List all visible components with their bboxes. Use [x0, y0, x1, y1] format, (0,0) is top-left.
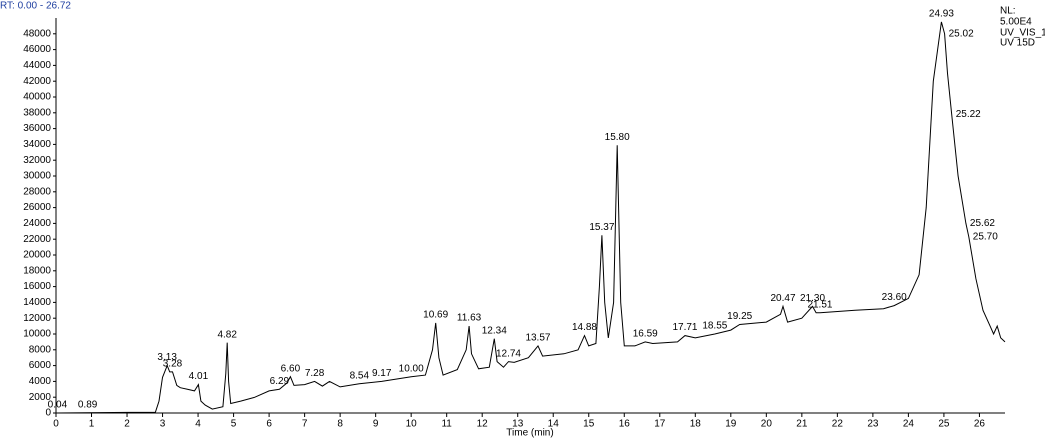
x-tick-label: 3 [160, 419, 166, 430]
peak-label: 25.02 [949, 28, 974, 39]
y-tick-label: 42000 [23, 76, 51, 87]
x-tick-label: 10 [406, 419, 418, 430]
peak-label: 8.54 [350, 370, 370, 381]
peak-label: 16.59 [633, 329, 658, 340]
peak-label: 11.63 [457, 313, 482, 324]
y-tick-label: 38000 [23, 107, 51, 118]
rt-range: RT: 0.00 - 26.72 [0, 1, 71, 12]
x-tick-label: 24 [903, 419, 915, 430]
x-tick-label: 5 [231, 419, 237, 430]
y-tick-label: 14000 [23, 297, 51, 308]
peak-label: 24.93 [929, 9, 954, 20]
peak-label: 15.37 [589, 222, 614, 233]
peak-label: 0.89 [78, 400, 98, 411]
y-tick-label: 28000 [23, 186, 51, 197]
x-tick-label: 18 [690, 419, 702, 430]
peak-label: 20.47 [771, 293, 796, 304]
x-tick-label: 2 [124, 419, 130, 430]
y-tick-label: 4000 [29, 376, 52, 387]
y-tick-label: 30000 [23, 171, 51, 182]
y-tick-label: 36000 [23, 123, 51, 134]
x-tick-label: 19 [725, 419, 737, 430]
y-tick-label: 32000 [23, 155, 51, 166]
x-tick-label: 6 [266, 419, 272, 430]
nl-value: 5.00E4 [1000, 17, 1032, 28]
peak-label: 6.29 [270, 376, 290, 387]
trace [55, 21, 1006, 414]
x-tick-label: 14 [548, 419, 560, 430]
nl-label: NL: [1000, 6, 1016, 17]
x-tick-label: 26 [974, 419, 986, 430]
peak-label: 18.55 [702, 321, 727, 332]
x-tick-label: 22 [832, 419, 844, 430]
peak-label: 13.57 [525, 332, 550, 343]
x-tick-label: 1 [89, 419, 95, 430]
peak-label: 23.60 [882, 292, 907, 303]
peak-label: 10.69 [423, 310, 448, 321]
peak-label: 0.04 [48, 400, 68, 411]
peak-label: 25.62 [970, 218, 995, 229]
peak-label: 17.71 [672, 322, 697, 333]
y-tick-label: 22000 [23, 234, 51, 245]
y-tick-label: 10000 [23, 329, 51, 340]
peak-label: 21.30 [800, 293, 825, 304]
y-tick-label: 24000 [23, 218, 51, 229]
x-tick-label: 25 [938, 419, 950, 430]
y-tick-label: 12000 [23, 313, 51, 324]
x-tick-label: 23 [867, 419, 879, 430]
peak-label: 25.70 [973, 231, 998, 242]
y-tick-label: 46000 [23, 44, 51, 55]
peak-label: 21.51 [807, 299, 832, 310]
peak-label: 4.01 [189, 371, 209, 382]
y-tick-label: 40000 [23, 92, 51, 103]
x-tick-label: 12 [477, 419, 489, 430]
peak-label: 3.13 [157, 352, 177, 363]
peak-label: 25.22 [956, 109, 981, 120]
peak-label: 3.28 [163, 359, 183, 370]
x-axis-label: Time (min) [506, 428, 553, 439]
y-tick-label: 20000 [23, 250, 51, 261]
peak-label: 14.88 [572, 322, 597, 333]
y-tick-label: 26000 [23, 202, 51, 213]
y-tick-label: 18000 [23, 265, 51, 276]
x-tick-label: 9 [373, 419, 379, 430]
detector: UV 15D [1000, 38, 1035, 49]
x-tick-label: 16 [619, 419, 631, 430]
x-tick-label: 20 [761, 419, 773, 430]
y-tick-label: 2000 [29, 392, 52, 403]
y-tick-label: 16000 [23, 281, 51, 292]
peak-label: 7.28 [305, 368, 325, 379]
y-tick-label: 44000 [23, 60, 51, 71]
peak-label: 6.60 [281, 363, 301, 374]
x-tick-label: 15 [583, 419, 595, 430]
x-tick-label: 7 [302, 419, 308, 430]
peak-label: 12.34 [482, 325, 507, 336]
y-tick-label: 48000 [23, 28, 51, 39]
peak-label: 15.80 [605, 132, 630, 143]
y-tick-label: 0 [45, 408, 51, 419]
peak-label: 9.17 [372, 368, 392, 379]
x-tick-label: 17 [654, 419, 666, 430]
x-tick-label: 21 [796, 419, 808, 430]
x-tick-label: 11 [441, 419, 452, 430]
y-tick-label: 34000 [23, 139, 51, 150]
x-tick-label: 8 [337, 419, 343, 430]
x-tick-label: 4 [195, 419, 201, 430]
y-tick-label: 6000 [29, 360, 52, 371]
x-tick-label: 13 [512, 419, 524, 430]
peak-label: 19.25 [727, 311, 752, 322]
peak-label: 10.00 [399, 363, 424, 374]
channel: UV_VIS_1 [1000, 28, 1045, 39]
peak-label: 12.74 [496, 348, 521, 359]
y-tick-label: 8000 [29, 344, 52, 355]
peak-label: 4.82 [217, 329, 237, 340]
x-tick-label: 0 [53, 419, 59, 430]
